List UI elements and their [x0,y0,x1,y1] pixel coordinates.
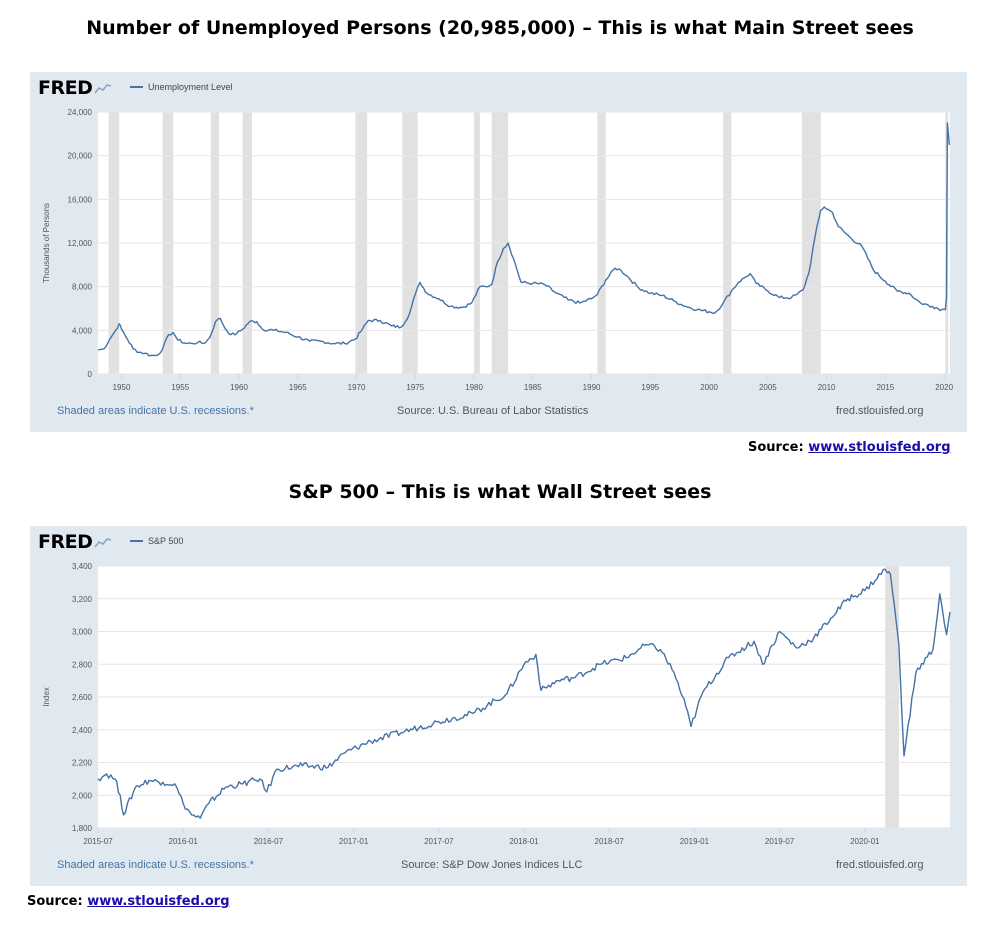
y-tick-label: 24,000 [68,108,93,117]
x-tick-label: 2010 [818,383,836,392]
sp500-chart[interactable]: 1,800 2,000 2,200 2,400 2,600 2,800 3,000 3,200… [30,556,967,876]
page-title-unemployment: Number of Unemployed Persons (20,985,000… [86,17,914,39]
y-tick-label: 2,800 [72,660,93,669]
legend-label: S&P 500 [148,536,184,546]
x-tick-label: 1965 [289,383,307,392]
y-tick-label: 3,400 [72,562,93,571]
x-tick-label: 2020 [935,383,953,392]
data-source: Source: U.S. Bureau of Labor Statistics [397,405,589,417]
x-tick-label: 1955 [171,383,189,392]
x-tick-label: 1980 [465,383,483,392]
x-tick-label: 2019-01 [680,837,710,846]
x-tick-label: 1950 [113,383,131,392]
source-label: Source: [748,440,804,455]
x-tick-label: 2016-01 [169,837,199,846]
page-title-sp500: S&P 500 – This is what Wall Street sees [288,481,712,503]
trend-chart-icon [94,538,112,548]
fred-site-link[interactable]: fred.stlouisfed.org [836,405,924,417]
source-link[interactable]: www.stlouisfed.org [87,894,230,909]
x-tick-label: 2017-01 [339,837,369,846]
x-tick-label: 1990 [583,383,601,392]
source-label: Source: [27,894,83,909]
y-tick-label: 3,200 [72,595,93,604]
x-tick-label: 1960 [230,383,248,392]
legend-swatch [130,86,143,88]
x-tick-label: 1995 [641,383,659,392]
y-tick-label: 2,400 [72,726,93,735]
series-line [97,568,951,819]
x-tick-label: 2016-07 [254,837,284,846]
source-line-bottom: Source: www.stlouisfed.org [27,894,230,909]
source-link[interactable]: www.stlouisfed.org [808,440,951,455]
y-tick-label: 16,000 [68,195,93,204]
y-tick-label: 2,200 [72,759,93,768]
chart-legend: Unemployment Level [130,82,233,92]
trend-chart-icon [94,84,112,94]
y-tick-label: 1,800 [72,824,93,833]
data-source: Source: S&P Dow Jones Indices LLC [401,859,583,871]
y-tick-label: 8,000 [72,283,93,292]
fred-panel-sp500: FRED S&P 500 1,800 2,000 2,200 2,400 2,600 2,… [30,526,967,886]
legend-label: Unemployment Level [148,82,233,92]
x-tick-label: 1975 [406,383,424,392]
series-line [97,122,951,357]
x-tick-label: 2015-07 [83,837,113,846]
y-tick-label: 20,000 [68,152,93,161]
legend-swatch [130,540,143,542]
recession-note: Shaded areas indicate U.S. recessions.* [57,405,254,417]
x-tick-label: 2018-07 [595,837,625,846]
chart-legend: S&P 500 [130,536,183,546]
x-tick-label: 1970 [348,383,366,392]
source-line-top: Source: www.stlouisfed.org [748,440,951,455]
x-tick-label: 2018-01 [509,837,539,846]
x-tick-label: 2000 [700,383,718,392]
y-tick-label: 4,000 [72,326,93,335]
fred-logo[interactable]: FRED [38,531,112,553]
fred-panel-unemployment: FRED Unemployment Level 0 4,000 8,000 12,00… [30,72,967,432]
y-axis-label: Thousands of Persons [42,203,51,283]
y-axis-label: Index [42,687,51,707]
y-tick-label: 2,000 [72,791,93,800]
x-tick-label: 1985 [524,383,542,392]
x-tick-label: 2015 [876,383,894,392]
y-tick-label: 12,000 [68,239,93,248]
x-tick-label: 2020-01 [850,837,880,846]
x-tick-label: 2005 [759,383,777,392]
fred-logo[interactable]: FRED [38,77,112,99]
x-tick-label: 2017-07 [424,837,454,846]
recession-note: Shaded areas indicate U.S. recessions.* [57,859,254,871]
y-tick-label: 2,600 [72,693,93,702]
x-tick-label: 2019-07 [765,837,795,846]
y-tick-label: 0 [88,370,93,379]
unemployment-chart[interactable]: 0 4,000 8,000 12,000 16,000 20,000 24,000 1950 1… [30,102,967,422]
y-tick-label: 3,000 [72,628,93,637]
fred-site-link[interactable]: fred.stlouisfed.org [836,859,924,871]
